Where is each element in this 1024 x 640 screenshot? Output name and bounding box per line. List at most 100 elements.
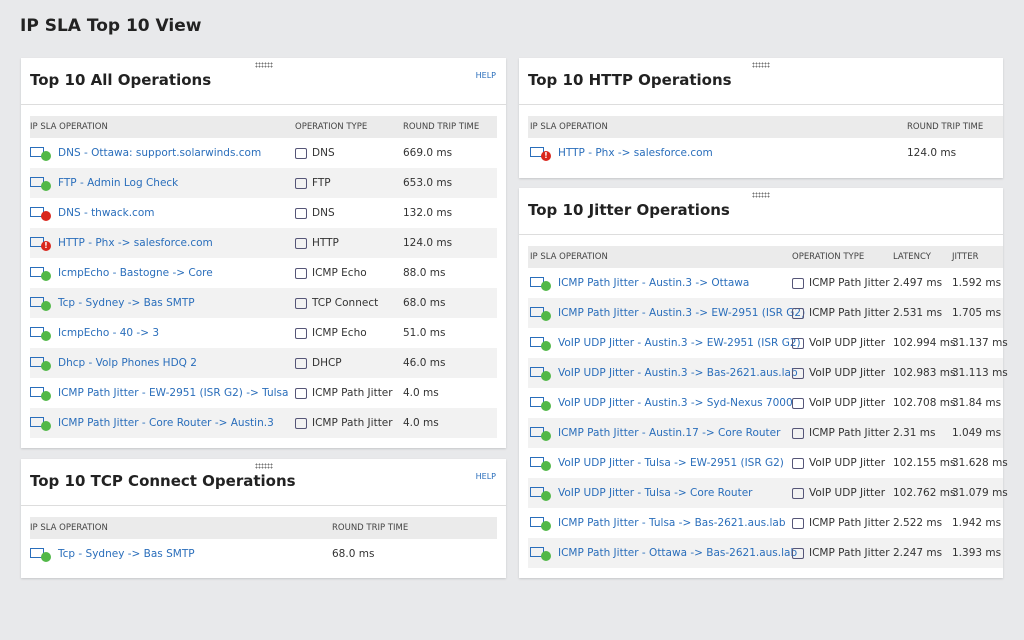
- value-cell: FTP: [295, 168, 331, 198]
- status-dot: [541, 431, 551, 441]
- operation-link[interactable]: ICMP Path Jitter - Austin.17 -> Core Rou…: [558, 427, 781, 439]
- table-row: ICMP Path Jitter - EW-2951 (ISR G2) -> T…: [30, 378, 497, 408]
- cell-text: 2.497 ms: [893, 277, 943, 289]
- operation-link[interactable]: VoIP UDP Jitter - Austin.3 -> Bas-2621.a…: [558, 367, 798, 379]
- value-cell: 4.0 ms: [403, 408, 439, 438]
- status-icon: [530, 396, 552, 411]
- operation-cell: IcmpEcho - 40 -> 3: [30, 318, 159, 348]
- panel: Top 10 Jitter Operations IP SLA OPERATION…: [519, 188, 1008, 578]
- panel-title: Top 10 TCP Connect Operations: [30, 472, 296, 490]
- value-cell: 124.0 ms: [907, 138, 956, 168]
- help-link[interactable]: HELP: [475, 71, 496, 80]
- table-row: VoIP UDP Jitter - Austin.3 -> EW-2951 (I…: [528, 328, 1008, 358]
- value-cell: DNS: [295, 138, 335, 168]
- cell-text: DHCP: [312, 357, 342, 369]
- value-cell: 124.0 ms: [403, 228, 452, 258]
- cell-text: 4.0 ms: [403, 387, 439, 399]
- type-icon: [792, 517, 804, 529]
- operation-cell: VoIP UDP Jitter - Tulsa -> EW-2951 (ISR …: [530, 448, 784, 478]
- panel: Top 10 TCP Connect Operations HELP IP SLA …: [21, 459, 506, 578]
- operation-cell: Dhcp - Volp Phones HDQ 2: [30, 348, 197, 378]
- cell-text: 669.0 ms: [403, 147, 453, 159]
- table-header: IP SLA OPERATION ROUND TRIP TIME: [528, 116, 1003, 138]
- value-cell: 102.708 ms: [893, 388, 955, 418]
- cell-text: ICMP Path Jitter: [809, 277, 890, 289]
- cell-text: 4.0 ms: [403, 417, 439, 429]
- cell-text: 31.137 ms: [952, 337, 1008, 349]
- operation-link[interactable]: IcmpEcho - 40 -> 3: [58, 327, 160, 339]
- value-cell: ICMP Path Jitter: [792, 538, 890, 568]
- operation-link[interactable]: ICMP Path Jitter - EW-2951 (ISR G2) -> T…: [58, 387, 289, 399]
- cell-text: 1.705 ms: [952, 307, 1002, 319]
- type-icon: [792, 307, 804, 319]
- cell-text: 68.0 ms: [403, 297, 446, 309]
- operation-link[interactable]: IcmpEcho - Bastogne -> Core: [58, 267, 213, 279]
- cell-text: 31.628 ms: [952, 457, 1008, 469]
- operation-link[interactable]: Dhcp - Volp Phones HDQ 2: [58, 357, 197, 369]
- status-icon: [530, 486, 552, 501]
- cell-text: 102.155 ms: [893, 457, 956, 469]
- table-row: DNS - thwack.com DNS 132.0 ms: [30, 198, 497, 228]
- status-dot: [41, 552, 51, 562]
- panel: Top 10 HTTP Operations IP SLA OPERATION RO…: [519, 58, 1003, 178]
- type-icon: [792, 277, 804, 289]
- table-row: ! HTTP - Phx -> salesforce.com HTTP 124.0 m…: [30, 228, 497, 258]
- operation-link[interactable]: ICMP Path Jitter - Ottawa -> Bas-2621.au…: [558, 547, 798, 559]
- operation-cell: ICMP Path Jitter - Austin.3 -> Ottawa: [530, 268, 749, 298]
- operation-cell: DNS - Ottawa: support.solarwinds.com: [30, 138, 261, 168]
- operation-link[interactable]: ICMP Path Jitter - Core Router -> Austin…: [58, 417, 274, 429]
- value-cell: ICMP Path Jitter: [792, 508, 890, 538]
- value-cell: TCP Connect: [295, 288, 378, 318]
- page-title: IP SLA Top 10 View: [20, 16, 202, 36]
- operation-cell: FTP - Admin Log Check: [30, 168, 178, 198]
- operation-cell: VoIP UDP Jitter - Austin.3 -> Syd-Nexus …: [530, 388, 793, 418]
- cell-text: ICMP Path Jitter: [809, 517, 890, 529]
- operation-link[interactable]: VoIP UDP Jitter - Austin.3 -> EW-2951 (I…: [558, 337, 801, 349]
- value-cell: ICMP Echo: [295, 258, 367, 288]
- status-icon: !: [530, 146, 552, 161]
- status-icon: [30, 547, 52, 562]
- status-dot: [41, 361, 51, 371]
- table-row: Dhcp - Volp Phones HDQ 2 DHCP 46.0 ms: [30, 348, 497, 378]
- cell-text: 1.942 ms: [952, 517, 1002, 529]
- drag-handle: [752, 192, 770, 198]
- type-icon: [295, 207, 307, 219]
- status-dot: [541, 491, 551, 501]
- operation-link[interactable]: FTP - Admin Log Check: [58, 177, 179, 189]
- operation-link[interactable]: VoIP UDP Jitter - Tulsa -> Core Router: [558, 487, 753, 499]
- value-cell: 31.079 ms: [952, 478, 1008, 508]
- type-icon: [792, 487, 804, 499]
- status-icon: [530, 276, 552, 291]
- separator: [519, 234, 1003, 235]
- operation-link[interactable]: ICMP Path Jitter - Austin.3 -> Ottawa: [558, 277, 750, 289]
- operation-link[interactable]: DNS - thwack.com: [58, 207, 155, 219]
- panel-title: Top 10 Jitter Operations: [528, 201, 730, 219]
- operation-link[interactable]: VoIP UDP Jitter - Austin.3 -> Syd-Nexus …: [558, 397, 793, 409]
- column-header: ROUND TRIP TIME: [403, 122, 480, 132]
- operation-link[interactable]: ICMP Path Jitter - Austin.3 -> EW-2951 (…: [558, 307, 806, 319]
- value-cell: DHCP: [295, 348, 342, 378]
- operation-link[interactable]: Tcp - Sydney -> Bas SMTP: [58, 548, 195, 560]
- type-icon: [792, 457, 804, 469]
- status-icon: [530, 306, 552, 321]
- operation-link[interactable]: Tcp - Sydney -> Bas SMTP: [58, 297, 195, 309]
- panel-title: Top 10 HTTP Operations: [528, 71, 732, 89]
- cell-text: 2.522 ms: [893, 517, 943, 529]
- operation-link[interactable]: HTTP - Phx -> salesforce.com: [558, 147, 713, 159]
- operation-link[interactable]: DNS - Ottawa: support.solarwinds.com: [58, 147, 262, 159]
- cell-text: 68.0 ms: [332, 548, 375, 560]
- cell-text: 1.592 ms: [952, 277, 1002, 289]
- help-link[interactable]: HELP: [475, 472, 496, 481]
- cell-text: 2.247 ms: [893, 547, 943, 559]
- operation-link[interactable]: ICMP Path Jitter - Tulsa -> Bas-2621.aus…: [558, 517, 786, 529]
- cell-text: ICMP Path Jitter: [809, 547, 890, 559]
- status-dot: [41, 181, 51, 191]
- column-header: IP SLA OPERATION: [530, 252, 608, 262]
- column-header: IP SLA OPERATION: [530, 122, 608, 132]
- operation-cell: ! HTTP - Phx -> salesforce.com: [530, 138, 713, 168]
- cell-text: 1.393 ms: [952, 547, 1002, 559]
- operation-link[interactable]: VoIP UDP Jitter - Tulsa -> EW-2951 (ISR …: [558, 457, 784, 469]
- value-cell: DNS: [295, 198, 335, 228]
- value-cell: 2.531 ms: [893, 298, 942, 328]
- operation-link[interactable]: HTTP - Phx -> salesforce.com: [58, 237, 213, 249]
